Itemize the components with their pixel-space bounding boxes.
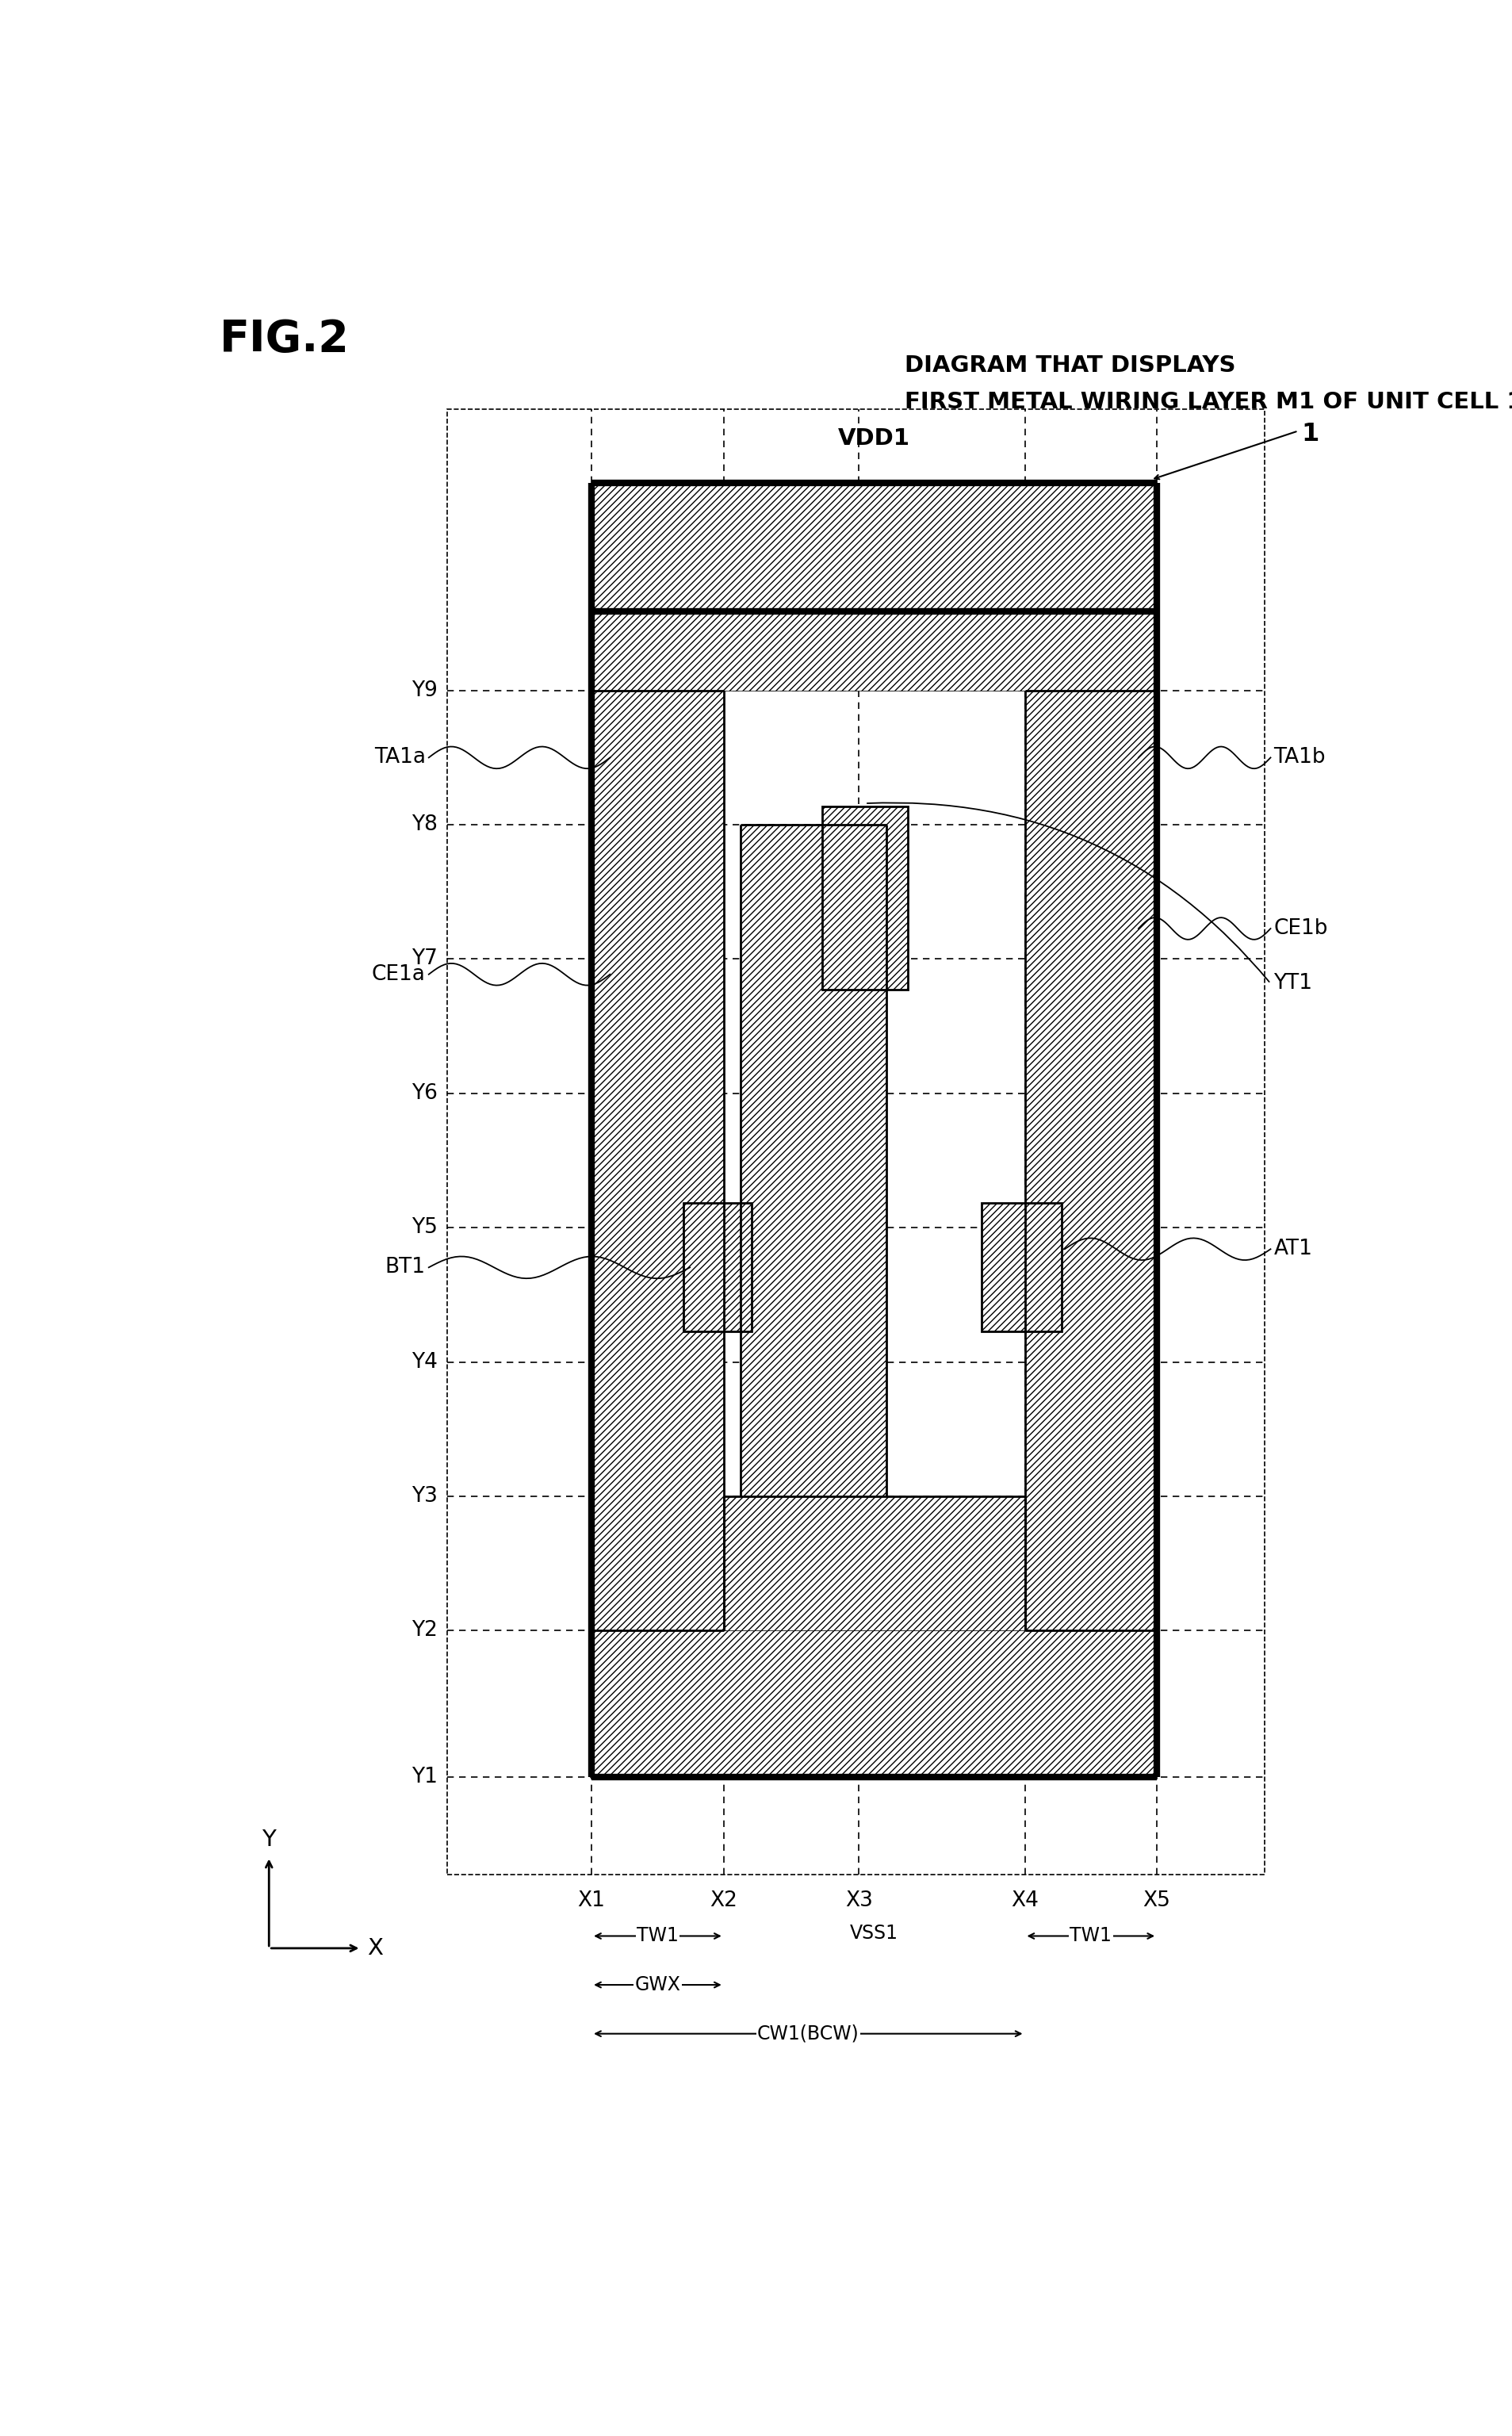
Bar (981, 1203, 1061, 1332)
Text: Y2: Y2 (411, 1620, 438, 1642)
Text: AT1: AT1 (1273, 1240, 1312, 1259)
Text: Y8: Y8 (411, 814, 438, 836)
Text: TA1a: TA1a (373, 748, 425, 767)
Text: FIG.2: FIG.2 (219, 319, 349, 361)
Text: TA1b: TA1b (1273, 748, 1325, 767)
Text: VSS1: VSS1 (850, 1924, 898, 1941)
Bar (981, 1203, 1061, 1332)
Text: X3: X3 (845, 1890, 872, 1910)
Text: YT1: YT1 (1273, 974, 1312, 994)
Text: X4: X4 (1010, 1890, 1039, 1910)
Bar (591, 689, 723, 1630)
Text: Y9: Y9 (411, 680, 438, 702)
Bar (1024, 689, 1157, 1630)
Text: VDD1: VDD1 (838, 426, 910, 448)
Text: BT1: BT1 (386, 1257, 425, 1279)
Bar (448, 409, 1264, 1876)
Text: X2: X2 (709, 1890, 738, 1910)
Text: Y4: Y4 (411, 1352, 438, 1371)
Text: X5: X5 (1143, 1890, 1170, 1910)
Text: DIAGRAM THAT DISPLAYS: DIAGRAM THAT DISPLAYS (904, 356, 1235, 378)
Text: Y7: Y7 (411, 948, 438, 970)
Bar (591, 482, 1157, 689)
Text: TW1: TW1 (1069, 1927, 1111, 1946)
Text: Y5: Y5 (411, 1218, 438, 1237)
Bar (741, 826, 886, 1496)
Text: CE1b: CE1b (1273, 918, 1328, 938)
Text: CE1a: CE1a (372, 965, 425, 984)
Text: FIRST METAL WIRING LAYER M1 OF UNIT CELL 1: FIRST METAL WIRING LAYER M1 OF UNIT CELL… (904, 392, 1512, 414)
Text: Y6: Y6 (411, 1084, 438, 1104)
Text: X1: X1 (578, 1890, 605, 1910)
Text: GWX: GWX (635, 1976, 680, 1995)
Text: Y1: Y1 (411, 1766, 438, 1788)
Bar (683, 1203, 751, 1332)
Bar (821, 806, 907, 989)
Text: CW1(BCW): CW1(BCW) (756, 2024, 859, 2044)
Text: Y: Y (262, 1829, 275, 1851)
Bar (723, 1496, 1024, 1630)
Bar (821, 806, 907, 989)
Bar (591, 1630, 1157, 1778)
Text: 1: 1 (1300, 421, 1318, 446)
Text: Y3: Y3 (411, 1486, 438, 1508)
Text: TW1: TW1 (637, 1927, 679, 1946)
Text: X: X (367, 1937, 383, 1959)
Bar (683, 1203, 751, 1332)
